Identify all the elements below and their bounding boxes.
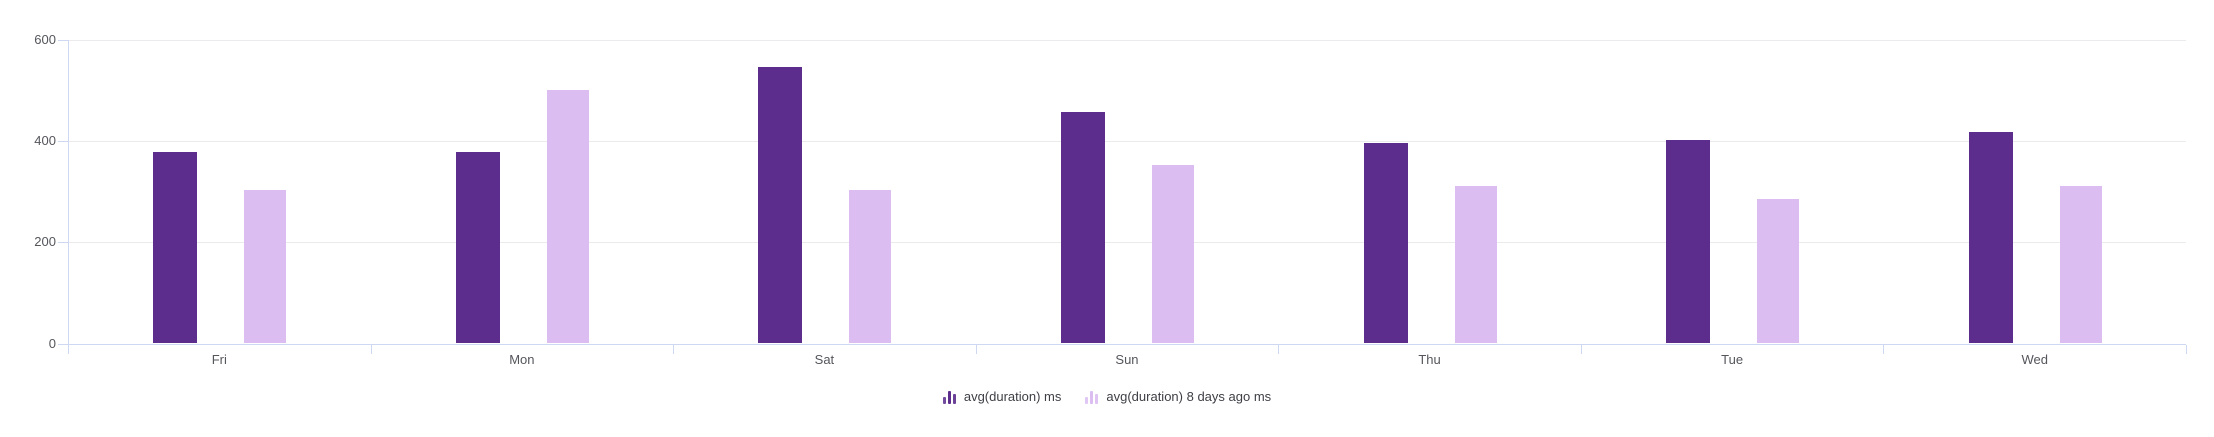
bar-sun-8-days-ago[interactable] bbox=[1152, 164, 1194, 344]
x-tick bbox=[673, 344, 675, 354]
x-axis-label-sun: Sun bbox=[1115, 352, 1139, 367]
x-tick bbox=[370, 344, 372, 354]
bar-wed-current[interactable] bbox=[1968, 131, 2013, 344]
legend-item-avg-duration-8-days-ago[interactable]: avg(duration) 8 days ago ms bbox=[1085, 389, 1271, 405]
y-axis-label-600: 600 bbox=[34, 31, 56, 47]
chart-legend: avg(duration) ms avg(duration) 8 days ag… bbox=[0, 388, 2214, 406]
bar-sat-8-days-ago[interactable] bbox=[849, 190, 892, 344]
y-axis-label-400: 400 bbox=[34, 132, 56, 148]
x-axis-label-mon: Mon bbox=[509, 352, 535, 367]
bar-thu-current[interactable] bbox=[1363, 142, 1408, 344]
legend-label: avg(duration) ms bbox=[963, 389, 1062, 404]
bar-tue-8-days-ago[interactable] bbox=[1757, 198, 1800, 344]
bar-fri-8-days-ago[interactable] bbox=[244, 190, 287, 344]
bar-mon-current[interactable] bbox=[455, 151, 500, 344]
x-tick bbox=[68, 344, 69, 354]
y-tick-400 bbox=[58, 140, 68, 142]
bar-sat-current[interactable] bbox=[758, 67, 803, 344]
legend-label: avg(duration) 8 days ago ms bbox=[1106, 389, 1272, 404]
y-axis-label-200: 200 bbox=[34, 234, 56, 250]
y-axis-line bbox=[68, 39, 69, 354]
x-tick bbox=[1883, 344, 1885, 354]
x-axis-label-thu: Thu bbox=[1418, 352, 1441, 367]
x-axis-line bbox=[68, 343, 2186, 345]
x-tick bbox=[2186, 344, 2187, 354]
x-axis-label-fri: Fri bbox=[211, 352, 227, 367]
gridline-400 bbox=[68, 140, 2186, 142]
x-axis-label-wed: Wed bbox=[2021, 352, 2048, 367]
gridline-600 bbox=[68, 39, 2186, 41]
bar-wed-8-days-ago[interactable] bbox=[2059, 186, 2102, 344]
bar-thu-8-days-ago[interactable] bbox=[1454, 185, 1497, 344]
x-axis-label-tue: Tue bbox=[1721, 352, 1744, 367]
x-tick bbox=[1580, 344, 1582, 354]
y-axis-label-0: 0 bbox=[48, 335, 56, 351]
bar-mon-8-days-ago[interactable] bbox=[546, 89, 589, 344]
x-axis-label-sat: Sat bbox=[814, 352, 835, 367]
x-tick bbox=[975, 344, 977, 354]
bar-chart-icon bbox=[942, 390, 956, 404]
legend-item-avg-duration[interactable]: avg(duration) ms bbox=[942, 389, 1062, 405]
bar-fri-current[interactable] bbox=[153, 151, 198, 344]
bar-chart-icon bbox=[1085, 390, 1099, 404]
y-tick-0 bbox=[58, 343, 68, 345]
gridline-200 bbox=[68, 242, 2186, 244]
y-tick-200 bbox=[58, 242, 68, 244]
bar-tue-current[interactable] bbox=[1666, 140, 1711, 344]
bar-sun-current[interactable] bbox=[1061, 111, 1105, 344]
x-tick bbox=[1278, 344, 1280, 354]
y-tick-600 bbox=[58, 39, 68, 41]
